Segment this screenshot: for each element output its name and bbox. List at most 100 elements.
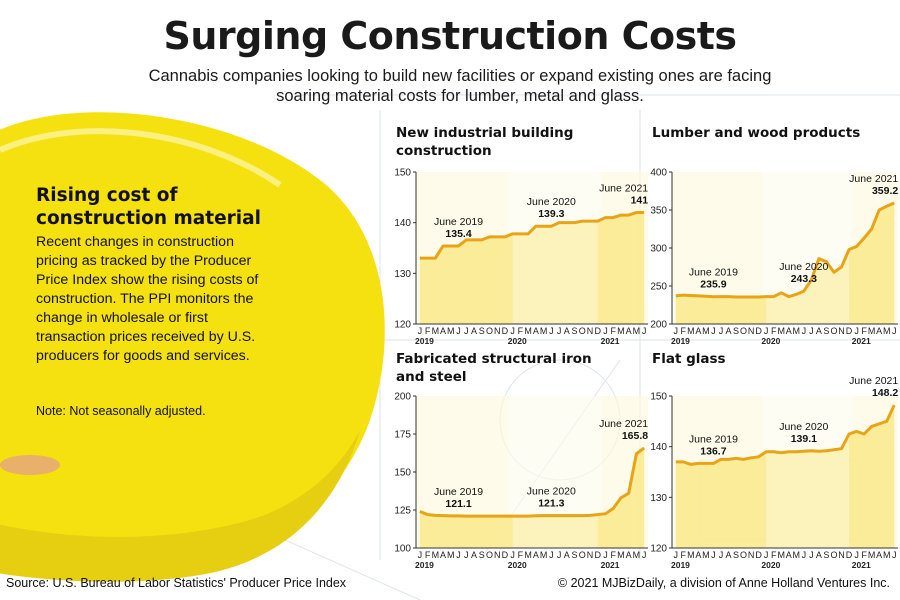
x-tick-label: N [838, 326, 845, 336]
x-tick-label: S [479, 326, 485, 336]
x-tick-label: M [633, 550, 641, 560]
x-tick-label: A [440, 326, 446, 336]
x-tick-label: J [764, 326, 769, 336]
x-tick-label: J [711, 326, 716, 336]
x-tick-label: J [464, 326, 469, 336]
x-tick-label: A [626, 326, 632, 336]
x-tick-label: M [793, 550, 801, 560]
annotation-value: 148.2 [872, 387, 898, 399]
x-tick-label: S [572, 326, 578, 336]
x-tick-label: A [626, 550, 632, 560]
x-tick-label: F [771, 326, 777, 336]
x-tick-label: F [425, 550, 431, 560]
x-tick-label: S [572, 550, 578, 560]
x-tick-label: J [557, 550, 562, 560]
area-fill-2020 [512, 221, 598, 324]
x-tick-label: D [755, 550, 762, 560]
x-tick-label: A [564, 550, 570, 560]
year-label: 2021 [601, 560, 620, 570]
x-tick-label: F [425, 326, 431, 336]
x-tick-label: M [617, 326, 625, 336]
annotation-label: June 2021 [849, 375, 898, 387]
x-tick-label: N [494, 550, 501, 560]
x-tick-label: J [603, 326, 608, 336]
x-tick-label: F [610, 326, 616, 336]
x-tick-label: M [432, 550, 440, 560]
annotation-value: 139.1 [791, 433, 817, 445]
x-tick-label: D [846, 550, 853, 560]
x-tick-label: N [748, 550, 755, 560]
x-tick-label: D [846, 326, 853, 336]
y-tick-label: 140 [650, 442, 667, 453]
x-tick-label: J [892, 326, 897, 336]
x-tick-label: J [549, 326, 554, 336]
x-tick-label: J [510, 326, 515, 336]
annotation-value: 235.9 [700, 279, 726, 291]
annotation-label: June 2020 [779, 261, 828, 273]
annotation-value: 135.4 [445, 228, 471, 240]
year-label: 2020 [508, 336, 527, 346]
x-tick-label: M [447, 550, 455, 560]
year-label: 2020 [508, 560, 527, 570]
annotation-label: June 2020 [779, 421, 828, 433]
x-tick-label: M [633, 326, 641, 336]
y-tick-label: 100 [394, 544, 411, 555]
year-label: 2019 [671, 336, 690, 346]
x-tick-label: J [809, 550, 814, 560]
y-tick-label: 300 [650, 244, 667, 255]
area-fill-2020 [766, 434, 850, 548]
x-tick-label: O [830, 550, 837, 560]
x-tick-label: J [719, 326, 724, 336]
year-label: 2019 [415, 336, 434, 346]
x-tick-label: S [733, 550, 739, 560]
year-label: 2019 [415, 560, 434, 570]
annotation-label: June 2019 [434, 216, 483, 228]
y-tick-label: 200 [394, 392, 411, 403]
y-tick-label: 150 [394, 168, 411, 179]
series-line [675, 201, 895, 299]
x-tick-label: D [502, 550, 509, 560]
x-tick-label: J [418, 550, 423, 560]
x-tick-label: F [861, 326, 867, 336]
x-tick-label: M [617, 550, 625, 560]
annotation-label: June 2021 [599, 183, 648, 195]
x-tick-label: F [518, 550, 524, 560]
x-tick-label: J [674, 326, 679, 336]
x-tick-label: J [464, 550, 469, 560]
x-tick-label: A [564, 326, 570, 336]
x-tick-label: A [725, 550, 731, 560]
x-tick-label: A [816, 550, 822, 560]
x-tick-label: M [883, 326, 891, 336]
x-tick-label: O [830, 326, 837, 336]
y-tick-label: 350 [650, 206, 667, 217]
x-tick-label: N [748, 326, 755, 336]
x-tick-label: F [771, 550, 777, 560]
x-tick-label: A [876, 550, 882, 560]
annotation-value: 139.3 [538, 208, 564, 220]
x-tick-label: S [733, 326, 739, 336]
chart-title-glass: Flat glass [652, 351, 726, 367]
x-tick-label: O [486, 326, 493, 336]
annotation-value: 359.2 [872, 185, 898, 197]
x-tick-label: A [876, 326, 882, 336]
x-tick-label: A [471, 326, 477, 336]
year-label: 2019 [671, 560, 690, 570]
year-label: 2020 [761, 560, 780, 570]
x-tick-label: S [823, 550, 829, 560]
series-line [419, 446, 646, 518]
annotation-label: June 2019 [689, 267, 738, 279]
x-tick-label: J [802, 326, 807, 336]
annotation-label: June 2019 [434, 486, 483, 498]
annotation-label: June 2019 [689, 433, 738, 445]
x-tick-label: M [702, 550, 710, 560]
annotation-label: June 2021 [849, 173, 898, 185]
annotation-value: 141 [631, 195, 649, 207]
x-tick-label: M [524, 326, 532, 336]
x-tick-label: M [432, 326, 440, 336]
x-tick-label: N [587, 326, 594, 336]
